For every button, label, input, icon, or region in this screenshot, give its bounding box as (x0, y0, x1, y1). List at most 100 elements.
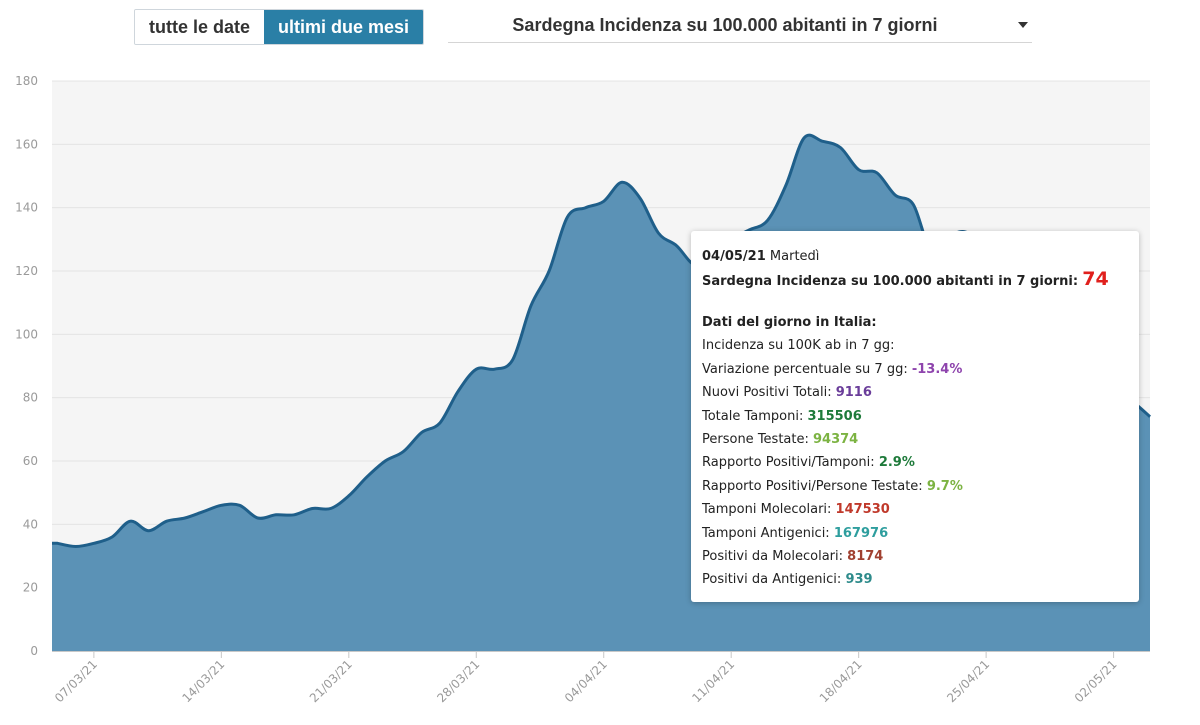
data-point[interactable] (306, 503, 318, 515)
tooltip-row-label: Rapporto Positivi/Persone Testate: (702, 478, 923, 494)
tooltip-rows: Incidenza su 100K ab in 7 gg: Variazione… (702, 334, 1128, 591)
y-tick-label: 20 (23, 581, 38, 595)
tooltip-row-label: Variazione percentuale su 7 gg: (702, 361, 908, 377)
tooltip-spacer (702, 292, 1128, 311)
data-point[interactable] (379, 455, 391, 467)
tooltip-series-value: 74 (1082, 268, 1109, 290)
tooltip-row-label: Persone Testate: (702, 431, 809, 447)
data-point[interactable] (143, 525, 155, 537)
tooltip-row-label: Tamponi Molecolari: (702, 502, 832, 518)
data-point[interactable] (88, 537, 100, 549)
tooltip-row: Tamponi Molecolari: 147530 (702, 498, 1128, 521)
data-point[interactable] (907, 199, 919, 211)
data-point[interactable] (834, 142, 846, 154)
all-dates-button[interactable]: tutte le date (135, 10, 265, 44)
tooltip-series-label: Sardegna Incidenza su 100.000 abitanti i… (702, 274, 1079, 289)
data-point[interactable] (525, 300, 537, 312)
data-point[interactable] (179, 512, 191, 524)
data-point[interactable] (325, 503, 337, 515)
tooltip-row: Tamponi Antigenici: 167976 (702, 522, 1128, 545)
tooltip-row-value: 2.9% (878, 455, 915, 471)
tooltip-row-value: 147530 (835, 502, 890, 518)
data-point[interactable] (816, 135, 828, 147)
tooltip-row-value: 9.7% (926, 478, 963, 494)
y-tick-label: 160 (15, 137, 38, 151)
data-point[interactable] (416, 427, 428, 439)
tooltip-italy-heading: Dati del giorno in Italia: (702, 315, 877, 330)
x-tick-label: 21/03/21 (307, 657, 355, 705)
x-tick-label: 11/04/21 (689, 657, 737, 705)
metric-select-value: Sardegna Incidenza su 100.000 abitanti i… (512, 15, 938, 35)
x-tick-label: 02/05/21 (1072, 657, 1120, 705)
data-point[interactable] (853, 164, 865, 176)
tooltip-date: 04/05/21 (702, 249, 766, 264)
x-tick-label: 25/04/21 (944, 657, 992, 705)
y-tick-label: 40 (23, 517, 38, 531)
data-point[interactable] (361, 471, 373, 483)
data-point[interactable] (70, 541, 82, 553)
data-point[interactable] (397, 446, 409, 458)
x-tick-label: 14/03/21 (179, 657, 227, 705)
date-range-toggle: tutte le date ultimi due mesi (134, 9, 425, 45)
tooltip-row: Incidenza su 100K ab in 7 gg: (702, 334, 1128, 357)
tooltip-row: Positivi da Antigenici: 939 (702, 568, 1128, 591)
data-point[interactable] (616, 176, 628, 188)
y-tick-label: 80 (23, 391, 38, 405)
data-point[interactable] (507, 354, 519, 366)
data-point[interactable] (434, 417, 446, 429)
data-point[interactable] (161, 515, 173, 527)
tooltip-row-value: 8174 (847, 548, 884, 564)
tooltip-row: Rapporto Positivi/Persone Testate: 9.7% (702, 475, 1128, 498)
data-point[interactable] (252, 512, 264, 524)
data-point[interactable] (288, 509, 300, 521)
tooltip-series-line: Sardegna Incidenza su 100.000 abitanti i… (702, 268, 1128, 292)
tooltip-row-value: 315506 (807, 408, 862, 424)
x-tick-label: 04/04/21 (562, 657, 610, 705)
data-point[interactable] (780, 180, 792, 192)
tooltip-row: Totale Tamponi: 315506 (702, 405, 1128, 428)
y-tick-label: 140 (15, 201, 38, 215)
tooltip-row-label: Tamponi Antigenici: (702, 525, 830, 541)
data-point[interactable] (634, 192, 646, 204)
data-point[interactable] (889, 189, 901, 201)
data-tooltip: 04/05/21 Martedì Sardegna Incidenza su 1… (691, 231, 1139, 602)
tooltip-row: Persone Testate: 94374 (702, 428, 1128, 451)
data-point[interactable] (798, 132, 810, 144)
data-point[interactable] (871, 167, 883, 179)
tooltip-row-value: 9116 (835, 385, 872, 401)
data-point[interactable] (106, 531, 118, 543)
data-point[interactable] (234, 499, 246, 511)
data-point[interactable] (543, 265, 555, 277)
data-point[interactable] (671, 240, 683, 252)
data-point[interactable] (470, 363, 482, 375)
data-point[interactable] (197, 506, 209, 518)
tooltip-row-label: Nuovi Positivi Totali: (702, 385, 832, 401)
y-tick-label: 0 (30, 644, 38, 658)
data-point[interactable] (561, 211, 573, 223)
y-axis: 0 20 40 60 80 100 120 140 160 180 (15, 74, 38, 658)
data-point[interactable] (1144, 411, 1156, 423)
last-two-months-button[interactable]: ultimi due mesi (264, 10, 424, 44)
metric-select[interactable]: Sardegna Incidenza su 100.000 abitanti i… (448, 9, 1032, 43)
data-point[interactable] (652, 227, 664, 239)
caret-down-icon (1018, 22, 1028, 28)
data-point[interactable] (452, 385, 464, 397)
tooltip-row-label: Totale Tamponi: (702, 408, 804, 424)
data-point[interactable] (124, 515, 136, 527)
y-tick-label: 100 (15, 327, 38, 341)
data-point[interactable] (343, 490, 355, 502)
data-point[interactable] (215, 499, 227, 511)
data-point[interactable] (580, 202, 592, 214)
tooltip-row: Variazione percentuale su 7 gg: -13.4% (702, 358, 1128, 381)
data-point[interactable] (598, 195, 610, 207)
tooltip-row-value: 167976 (833, 525, 889, 541)
data-point[interactable] (52, 537, 64, 549)
y-tick-label: 180 (15, 74, 38, 88)
tooltip-row-label: Rapporto Positivi/Tamponi: (702, 455, 875, 471)
tooltip-row-value: 94374 (813, 431, 859, 447)
x-tick-label: 18/04/21 (817, 657, 865, 705)
data-point[interactable] (489, 363, 501, 375)
tooltip-row: Positivi da Molecolari: 8174 (702, 545, 1128, 568)
data-point[interactable] (270, 509, 282, 521)
data-point[interactable] (762, 214, 774, 226)
